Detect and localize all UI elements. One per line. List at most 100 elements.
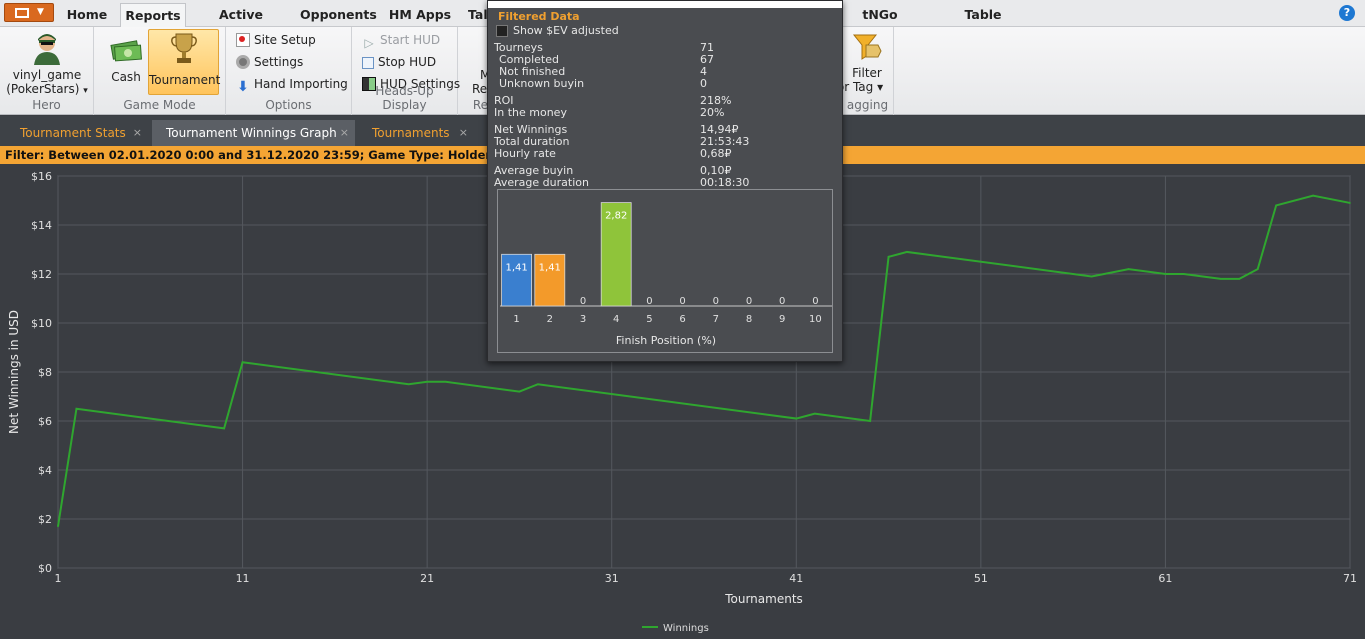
x-tick-label: 1 [55, 572, 62, 585]
start-hud-button[interactable]: ▷ Start HUD [362, 30, 440, 50]
hud-group: ▷ Start HUD Stop HUD HUD Settings Heads-U… [352, 27, 460, 115]
finish-bar [501, 253, 532, 307]
tab-home[interactable]: Home [66, 7, 108, 22]
tab-tournament-winnings-graph[interactable]: Tournament Winnings Graph × [152, 120, 355, 146]
partial-line-1: M [480, 68, 491, 82]
x-tick-label: 11 [236, 572, 250, 585]
chevron-down-icon: ▾ [83, 86, 88, 96]
winnings-point [906, 251, 908, 253]
bar-category-label: 8 [746, 314, 752, 325]
winnings-point [1090, 275, 1093, 278]
tab-label: Tournament Stats [20, 126, 126, 140]
x-tick-label: 41 [789, 572, 803, 585]
x-tick-label: 51 [974, 572, 988, 585]
tab-sitngo-wizard[interactable]: tNGo Wizard [856, 7, 905, 46]
stat-label: Net Winnings [494, 123, 568, 136]
stat-label: Average duration [494, 176, 589, 189]
filter-tag-icon [852, 34, 882, 60]
winnings-line [57, 194, 1351, 527]
hand-importing-label: Hand Importing [254, 77, 348, 91]
bar-value-label: 0 [812, 296, 818, 307]
stop-hud-button[interactable]: Stop HUD [362, 52, 436, 72]
legend-label: Winnings [663, 623, 709, 634]
help-icon[interactable]: ? [1339, 5, 1355, 21]
winnings-point [887, 256, 890, 258]
winnings-point [1312, 194, 1314, 197]
stat-label: In the money [494, 106, 567, 119]
tagging-group: Filter or Tag ▾ agging [837, 27, 894, 115]
cash-button[interactable]: Cash [104, 29, 148, 95]
bar-value-label: 0 [679, 296, 685, 307]
winnings-point [223, 427, 225, 430]
tab-tournament-stats[interactable]: Tournament Stats × [6, 120, 148, 146]
bar-value-label: 0 [646, 296, 652, 307]
site-setup-button[interactable]: Site Setup [236, 30, 316, 50]
tab-reports[interactable]: Reports [120, 3, 186, 27]
app-menu-button[interactable]: ▼ [4, 3, 54, 22]
start-hud-label: Start HUD [380, 33, 441, 47]
play-icon: ▷ [364, 36, 374, 50]
download-arrow-icon: ⬇ [237, 79, 249, 95]
y-tick-label: $6 [38, 415, 52, 428]
stat-value: 20% [700, 106, 725, 119]
filter-or-tag-button[interactable]: Filter or Tag ▾ [837, 29, 892, 95]
y-tick-label: $12 [31, 268, 52, 281]
tab-tournaments[interactable]: Tournaments × [358, 120, 474, 146]
bar-category-label: 9 [779, 314, 785, 325]
close-icon[interactable]: × [132, 126, 142, 139]
hud-settings-label: HUD Settings [380, 77, 461, 91]
close-icon[interactable]: × [339, 126, 349, 139]
winnings-point [1183, 273, 1185, 275]
stat-label: Average buyin [494, 164, 574, 177]
finish-position-svg: 1,41 1 1,41 2 0 3 2,82 4 0 5 0 6 0 7 0 8 0 9 0 10 Finish Pos… [500, 202, 832, 347]
winnings-point [1256, 268, 1259, 270]
winnings-point [75, 407, 78, 410]
bar-value-label: 2,82 [605, 211, 627, 222]
stat-value: 0,68₽ [700, 147, 732, 160]
sev-adjusted-label: Show $EV adjusted [513, 24, 619, 37]
winnings-point [1349, 202, 1351, 204]
settings-button[interactable]: Settings [236, 52, 303, 72]
bar-category-label: 7 [713, 314, 719, 325]
partial-line-2: Re [472, 82, 488, 96]
chevron-down-icon: ▼ [37, 7, 44, 17]
x-axis-title: Tournaments [724, 592, 803, 606]
group-label-hero: Hero [32, 98, 61, 112]
close-icon[interactable]: × [458, 126, 468, 139]
stat-value: 00:18:30 [700, 176, 750, 189]
stat-label: Unknown buyin [499, 77, 585, 90]
bar-category-label: 2 [547, 314, 553, 325]
tab-opponents[interactable]: Opponents [300, 7, 377, 22]
tab-label: Tournaments [372, 126, 450, 140]
hero-site: (PokerStars) [6, 82, 80, 96]
cash-label: Cash [111, 70, 141, 84]
tab-table-scanner-2[interactable]: Table Scanner 2 [948, 7, 1018, 46]
tournament-button[interactable]: Tournament [148, 29, 220, 95]
tab-active-session[interactable]: Active Session [214, 7, 268, 46]
tab-partial[interactable]: Tal [468, 7, 488, 22]
tab-hm-apps[interactable]: HM Apps [388, 7, 452, 22]
winnings-point [1275, 204, 1277, 207]
bar-value-label: 1,41 [505, 262, 527, 273]
stat-label: Tourneys [494, 41, 543, 54]
chart-legend: Winnings [642, 623, 709, 634]
hero-button[interactable]: vinyl_game (PokerStars) ▾ [6, 29, 88, 96]
y-axis-title: Net Winnings in USD [7, 310, 21, 434]
settings-label: Settings [254, 55, 304, 69]
hero-group: vinyl_game (PokerStars) ▾ Hero [0, 27, 94, 115]
y-tick-label: $10 [31, 317, 52, 330]
hand-importing-button[interactable]: ⬇ Hand Importing [236, 74, 348, 94]
stat-value: 0,10₽ [700, 164, 732, 177]
partial-group: M Re Re [458, 27, 491, 115]
hud-settings-button[interactable]: HUD Settings [362, 74, 460, 94]
bar-value-label: 0 [580, 296, 586, 307]
finish-position-chart: 1,41 1 1,41 2 0 3 2,82 4 0 5 0 6 0 7 0 8 0 9 0 10 Finish Pos… [497, 189, 833, 353]
bar-value-label: 0 [746, 296, 752, 307]
stat-value: 14,94₽ [700, 123, 739, 136]
bar-category-label: 4 [613, 314, 619, 325]
or-tag-label: or Tag ▾ [836, 80, 884, 94]
stop-hud-label: Stop HUD [378, 55, 437, 69]
sev-adjusted-checkbox[interactable] [496, 25, 508, 37]
bar-value-label: 0 [713, 296, 719, 307]
winnings-point [241, 361, 244, 363]
